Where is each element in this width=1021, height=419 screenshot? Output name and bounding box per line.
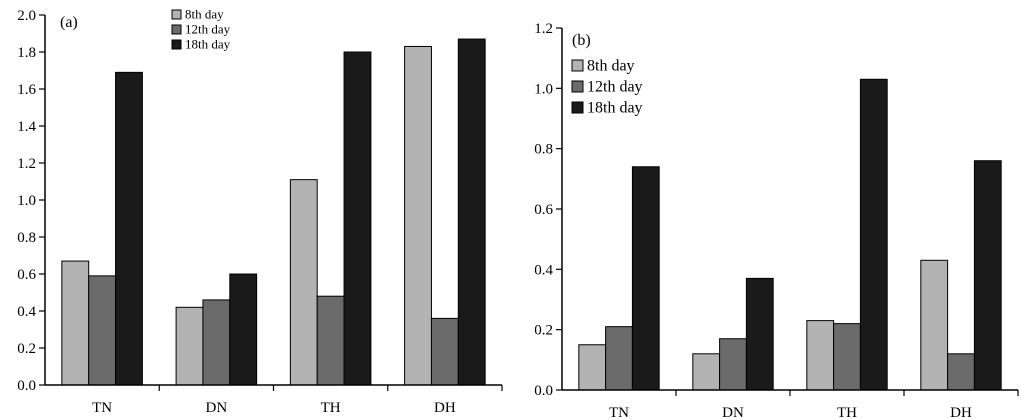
panel-label: (a) [60,14,78,31]
bar-tn-series-3 [115,71,143,386]
x-tick-label: TH [321,400,341,416]
bar-dn-series-1 [175,306,204,386]
bar-dn-series-2 [719,338,747,391]
y-tick-label: 1.0 [17,193,36,209]
legend-label: 18th day [587,100,643,117]
y-tick-label: 0.6 [17,267,36,283]
bar-dn-series-2 [202,299,231,386]
bar-tn-series-1 [61,260,90,386]
y-tick-label: 0.2 [534,323,553,339]
x-tick-label: TN [92,400,112,416]
y-tick-label: 0.0 [17,378,36,394]
bar-dh-series-1 [404,45,432,386]
legend-label: 8th day [185,7,224,22]
y-tick-label: 0.4 [17,304,36,320]
y-tick-label: 0.8 [534,142,553,158]
legend-swatch [571,101,584,114]
bar-th-series-1 [289,179,318,386]
y-tick-label: 0.8 [17,230,36,246]
x-tick-label: DH [434,400,456,416]
bar-th-series-3 [859,78,888,391]
bar-dh-series-3 [457,38,486,386]
bar-dn-series-3 [229,273,258,386]
chart-panel-a: TN DN TH DH 0.0 0.2 0.4 0.6 0.8 1.0 1.2 1.4 1.6 1.8 2.… [17,7,503,416]
x-tick-label: TN [609,405,629,419]
y-tick-label: 0.6 [534,202,553,218]
bar-th-series-2 [316,295,345,386]
bar-dn-series-3 [745,277,774,391]
bar-tn-series-2 [88,275,117,386]
bar-tn-series-1 [578,344,607,391]
x-tick-label: DH [950,405,972,419]
bar-th-series-3 [343,51,372,386]
bar-dh-series-3 [973,160,1002,391]
bar-dh-series-2 [430,317,459,386]
legend-label: 12th day [587,79,643,96]
legend-swatch [171,39,182,50]
y-tick-label: 1.8 [17,45,36,61]
chart-panel-b: TN DN TH DH 0.0 0.2 0.4 0.6 0.8 1.0 1.2 (b) 8th day 1… [534,21,1019,419]
x-tick-label: TH [837,405,857,419]
y-tick-label: 1.4 [17,119,36,135]
x-tick-label: DN [722,405,744,419]
bar-th-series-1 [806,320,835,391]
panel-label: (b) [572,32,591,49]
bar-dn-series-1 [692,353,721,391]
y-tick-label: 1.0 [534,81,553,97]
legend-swatch [571,59,584,72]
bar-th-series-2 [833,323,861,391]
legend-swatch [171,24,182,35]
y-tick-label: 1.2 [17,156,36,172]
y-tick-label: 2.0 [17,8,36,24]
x-tick-label: DN [206,400,228,416]
legend-label: 12th day [185,22,231,37]
legend-swatch [571,80,584,93]
legend-swatch [171,9,182,20]
y-tick-label: 0.0 [534,383,553,399]
y-tick-label: 0.2 [17,341,36,357]
legend-label: 8th day [587,58,635,75]
y-tick-label: 0.4 [534,262,553,278]
y-tick-label: 1.6 [17,82,36,98]
bar-dh-series-2 [947,353,975,391]
legend-label: 18th day [185,37,231,52]
bar-tn-series-2 [605,326,633,391]
bar-tn-series-3 [631,166,660,391]
bar-dh-series-1 [920,259,949,391]
y-tick-label: 1.2 [534,21,553,37]
